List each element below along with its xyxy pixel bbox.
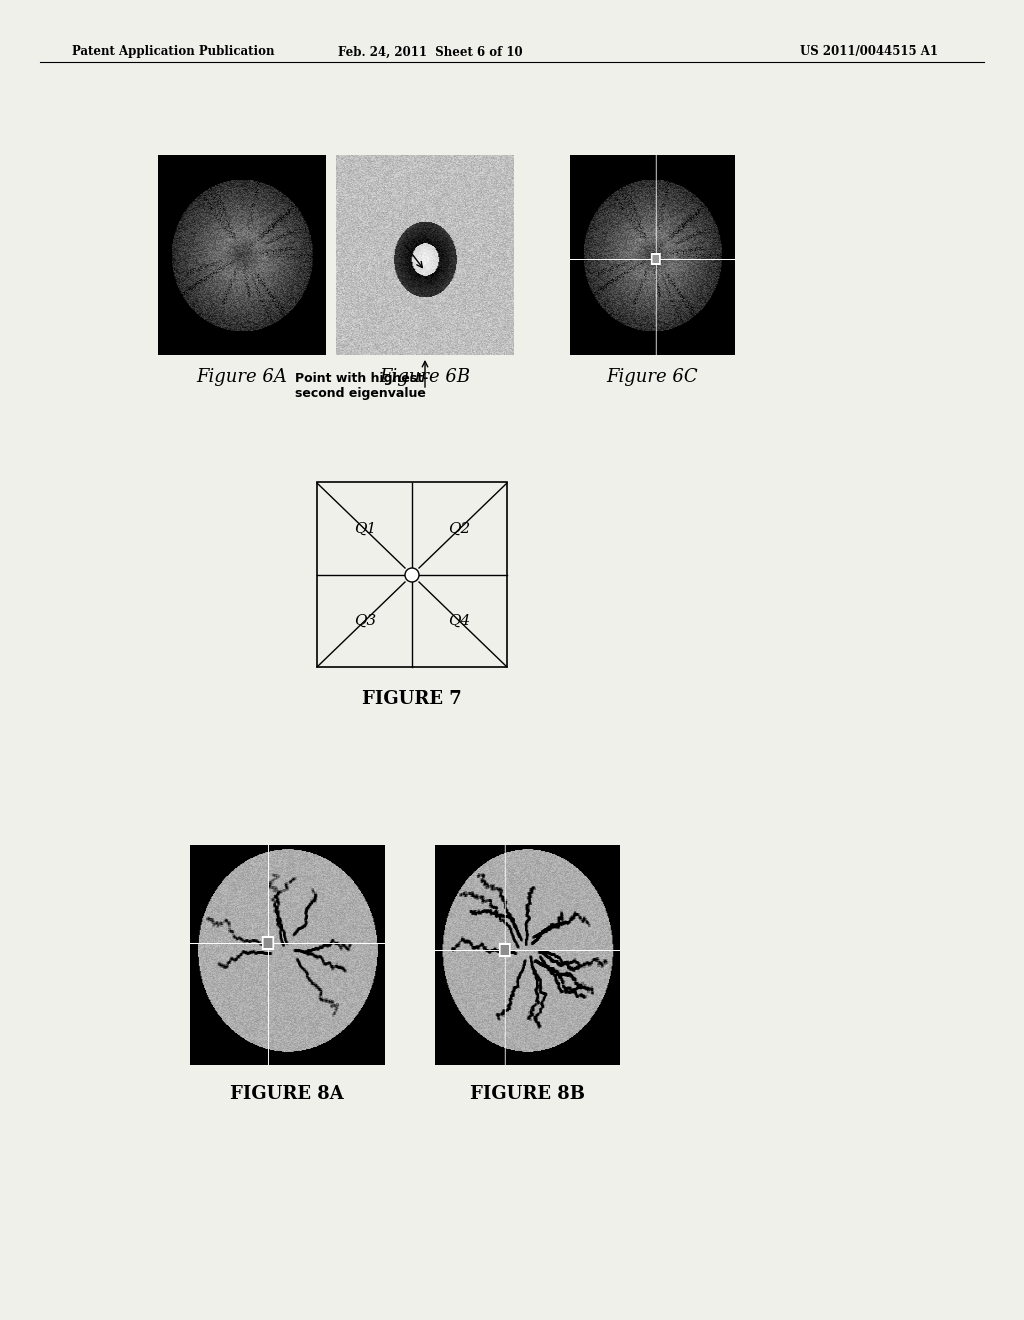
Text: Figure 6A: Figure 6A (197, 368, 288, 385)
Text: Q4: Q4 (447, 614, 470, 628)
Text: Q3: Q3 (354, 614, 376, 628)
Text: Patent Application Publication: Patent Application Publication (72, 45, 274, 58)
Circle shape (406, 568, 419, 582)
Text: US 2011/0044515 A1: US 2011/0044515 A1 (800, 45, 938, 58)
Text: FIGURE 8A: FIGURE 8A (230, 1085, 344, 1104)
Text: FIGURE 7: FIGURE 7 (362, 690, 462, 708)
Text: FIGURE 8B: FIGURE 8B (469, 1085, 585, 1104)
Text: Point with highest-
second eigenvalue: Point with highest- second eigenvalue (295, 372, 428, 400)
Text: Q2: Q2 (447, 521, 470, 536)
Text: Figure 6C: Figure 6C (606, 368, 697, 385)
Text: Feb. 24, 2011  Sheet 6 of 10: Feb. 24, 2011 Sheet 6 of 10 (338, 45, 522, 58)
Text: Q1: Q1 (354, 521, 376, 536)
Bar (317, 482, 507, 667)
Text: Figure 6B: Figure 6B (380, 368, 471, 385)
